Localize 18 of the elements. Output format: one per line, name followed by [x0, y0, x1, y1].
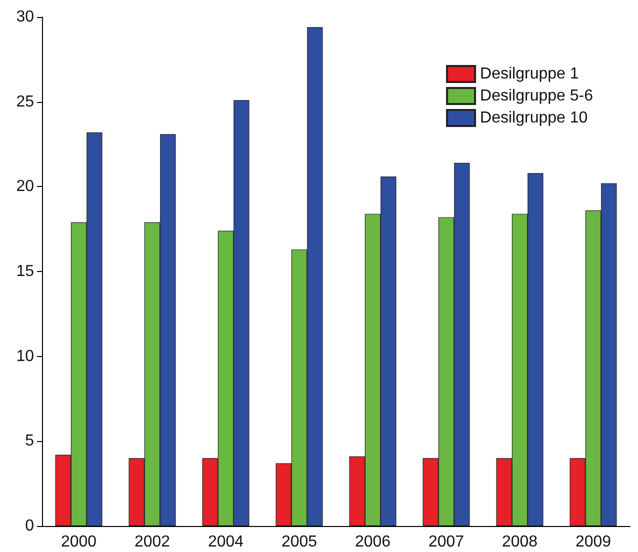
x-tick-label: 2006 — [354, 534, 391, 550]
x-tick-label: 2000 — [60, 534, 97, 550]
y-tick-label: 15 — [16, 263, 34, 280]
y-tick-label: 10 — [16, 348, 34, 365]
x-tick-label: 2004 — [208, 534, 244, 550]
y-tick-label: 5 — [25, 432, 34, 450]
legend-label: Desilgruppe 1 — [480, 66, 579, 82]
x-tick-label: 2007 — [428, 534, 464, 550]
y-tick-label: 25 — [16, 93, 34, 110]
legend-label: Desilgruppe 10 — [480, 110, 588, 126]
x-tick-label: 2005 — [281, 534, 318, 550]
y-tick-label: 0 — [25, 518, 34, 534]
y-tick-label: 20 — [16, 178, 34, 196]
y-tick-label: 30 — [16, 8, 34, 26]
x-tick-label: 2009 — [575, 534, 612, 550]
x-tick-label: 2008 — [502, 534, 538, 550]
x-tick-label: 2002 — [134, 534, 170, 550]
legend-label: Desilgruppe 5-6 — [480, 88, 594, 104]
